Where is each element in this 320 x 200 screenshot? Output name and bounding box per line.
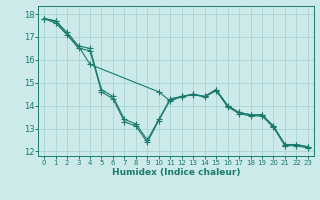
X-axis label: Humidex (Indice chaleur): Humidex (Indice chaleur): [112, 168, 240, 177]
